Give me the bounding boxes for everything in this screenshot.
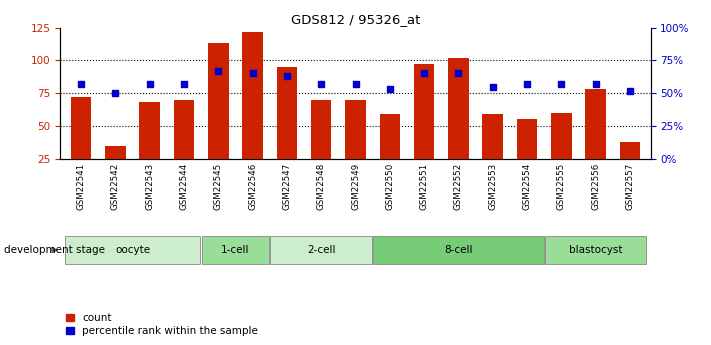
Bar — [311, 100, 331, 191]
Title: GDS812 / 95326_at: GDS812 / 95326_at — [291, 13, 420, 27]
Text: blastocyst: blastocyst — [569, 245, 622, 255]
Bar — [70, 97, 91, 191]
Bar — [277, 67, 297, 191]
Text: GSM22557: GSM22557 — [626, 162, 634, 210]
FancyBboxPatch shape — [545, 236, 646, 264]
Text: GSM22546: GSM22546 — [248, 162, 257, 210]
Legend: count, percentile rank within the sample: count, percentile rank within the sample — [65, 313, 258, 336]
Text: development stage: development stage — [4, 245, 105, 255]
Text: GSM22548: GSM22548 — [316, 162, 326, 210]
FancyBboxPatch shape — [270, 236, 372, 264]
Point — [487, 84, 498, 89]
Text: GSM22550: GSM22550 — [385, 162, 395, 210]
Point — [75, 81, 87, 87]
Text: GSM22555: GSM22555 — [557, 162, 566, 210]
Point — [419, 71, 430, 76]
Point — [178, 81, 190, 87]
Text: GSM22556: GSM22556 — [591, 162, 600, 210]
Bar — [620, 142, 641, 191]
Text: GSM22547: GSM22547 — [282, 162, 292, 210]
Point — [521, 81, 533, 87]
Bar — [242, 31, 263, 191]
Text: GSM22553: GSM22553 — [488, 162, 497, 210]
Bar — [585, 89, 606, 191]
Bar — [448, 58, 469, 191]
Point — [247, 71, 258, 76]
Bar — [380, 114, 400, 191]
Text: GSM22549: GSM22549 — [351, 162, 360, 210]
Point — [624, 88, 636, 93]
Text: 2-cell: 2-cell — [307, 245, 336, 255]
Bar — [483, 114, 503, 191]
Bar — [139, 102, 160, 191]
Text: GSM22541: GSM22541 — [77, 162, 85, 210]
Text: 1-cell: 1-cell — [221, 245, 250, 255]
Point — [556, 81, 567, 87]
Bar — [551, 113, 572, 191]
Text: GSM22554: GSM22554 — [523, 162, 532, 210]
FancyBboxPatch shape — [65, 236, 201, 264]
Point — [144, 81, 155, 87]
Point — [350, 81, 361, 87]
Bar — [414, 64, 434, 191]
Bar — [208, 43, 228, 191]
FancyBboxPatch shape — [202, 236, 269, 264]
Point — [384, 87, 395, 92]
Point — [590, 81, 602, 87]
Text: GSM22545: GSM22545 — [214, 162, 223, 210]
Text: 8-cell: 8-cell — [444, 245, 473, 255]
FancyBboxPatch shape — [373, 236, 543, 264]
Bar — [517, 119, 538, 191]
Text: GSM22543: GSM22543 — [145, 162, 154, 210]
Point — [281, 73, 292, 79]
Text: GSM22551: GSM22551 — [419, 162, 429, 210]
Point — [453, 71, 464, 76]
Text: GSM22552: GSM22552 — [454, 162, 463, 210]
Point — [316, 81, 327, 87]
Bar — [346, 100, 365, 191]
Bar — [173, 100, 194, 191]
Text: GSM22544: GSM22544 — [179, 162, 188, 210]
Text: oocyte: oocyte — [115, 245, 150, 255]
Point — [109, 90, 121, 96]
Text: GSM22542: GSM22542 — [111, 162, 120, 210]
Bar — [105, 146, 126, 191]
Point — [213, 68, 224, 73]
